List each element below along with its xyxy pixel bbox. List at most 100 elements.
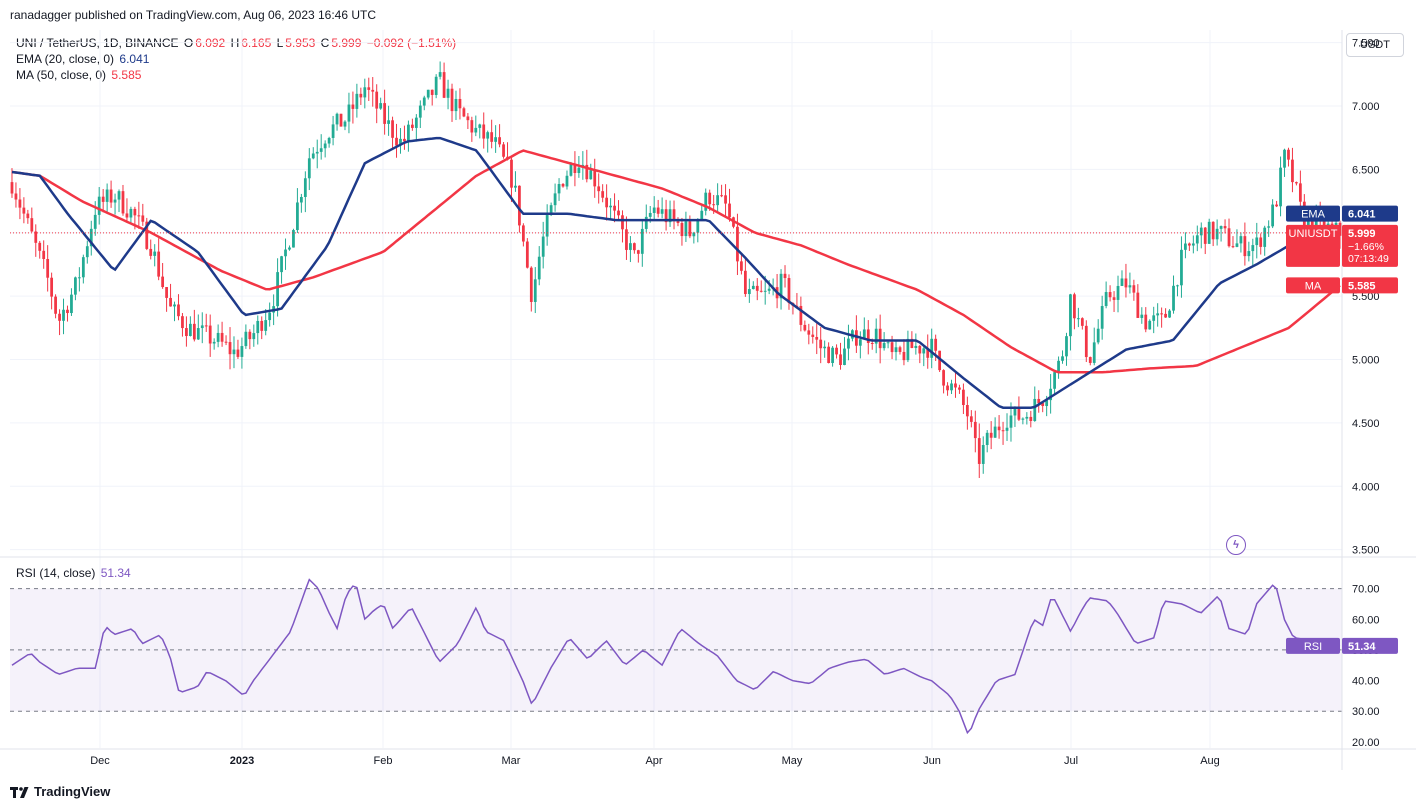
candle-body bbox=[1203, 227, 1207, 244]
candles bbox=[10, 61, 1342, 478]
candle-body bbox=[252, 333, 256, 340]
candle-body bbox=[236, 349, 240, 357]
candle-body bbox=[1263, 227, 1267, 247]
price-tag-label-bg bbox=[1286, 224, 1340, 267]
footer-brand[interactable]: TradingView bbox=[10, 784, 110, 799]
candle-body bbox=[1279, 167, 1282, 207]
candle-body bbox=[922, 348, 926, 354]
price-tag-value: 5.999 bbox=[1348, 228, 1376, 240]
candle-body bbox=[1322, 216, 1326, 232]
time-tick-label: Jun bbox=[923, 755, 941, 767]
candle-body bbox=[1267, 226, 1271, 228]
candle-body bbox=[1136, 292, 1140, 318]
candle-body bbox=[482, 124, 486, 139]
candle-body bbox=[823, 346, 827, 349]
candle-body bbox=[1291, 159, 1294, 183]
rsi-legend[interactable]: RSI (14, close) 51.34 bbox=[16, 566, 133, 580]
candle-body bbox=[962, 389, 965, 406]
candle-body bbox=[1092, 342, 1096, 363]
candle-body bbox=[335, 113, 339, 125]
candle-body bbox=[363, 87, 367, 98]
candle-body bbox=[196, 328, 200, 340]
ema-legend[interactable]: EMA (20, close, 0) 6.041 bbox=[16, 52, 151, 66]
candle-body bbox=[969, 416, 973, 422]
candle-body bbox=[660, 209, 664, 214]
candle-body bbox=[946, 385, 949, 391]
candle-body bbox=[545, 215, 549, 237]
candle-body bbox=[700, 210, 704, 220]
candle-body bbox=[882, 343, 886, 349]
candle-body bbox=[399, 138, 402, 146]
flash-icon[interactable]: ϟ bbox=[1226, 535, 1246, 555]
candle-body bbox=[1108, 292, 1112, 298]
candle-body bbox=[371, 89, 375, 92]
candle-body bbox=[34, 231, 38, 243]
candle-body bbox=[430, 89, 434, 95]
price-tags: EMA 6.041 UNIUSDT 5.999−1.66%07:13:49 MA 5.58… bbox=[1286, 205, 1398, 654]
price-tick-label: 7.000 bbox=[1352, 101, 1380, 113]
candle-body bbox=[783, 273, 787, 279]
candle-body bbox=[997, 426, 1001, 431]
candle-body bbox=[38, 242, 42, 251]
candle-body bbox=[914, 345, 918, 349]
candle-body bbox=[811, 334, 815, 337]
candle-body bbox=[1124, 278, 1128, 288]
publisher-info: ranadagger published on TradingView.com,… bbox=[10, 8, 377, 22]
candle-body bbox=[228, 342, 232, 355]
candle-body bbox=[514, 185, 517, 188]
candle-body bbox=[422, 97, 426, 106]
candle-body bbox=[601, 191, 605, 198]
candle-body bbox=[161, 276, 165, 288]
candle-body bbox=[133, 208, 137, 216]
currency-selector[interactable]: USDT bbox=[1346, 33, 1404, 57]
candle-body bbox=[993, 426, 997, 438]
candle-body bbox=[724, 195, 727, 204]
candle-body bbox=[347, 104, 351, 122]
ma-legend-value: 5.585 bbox=[111, 68, 142, 82]
candle-body bbox=[1330, 223, 1334, 226]
candle-body bbox=[847, 338, 850, 349]
candle-body bbox=[1073, 294, 1076, 319]
ma-legend[interactable]: MA (50, close, 0) 5.585 bbox=[16, 68, 143, 82]
candle-body bbox=[387, 120, 390, 124]
candle-body bbox=[244, 331, 248, 347]
candle-body bbox=[533, 279, 537, 302]
candle-body bbox=[906, 338, 910, 361]
candle-body bbox=[1148, 320, 1152, 330]
candle-body bbox=[375, 91, 379, 109]
candle-body bbox=[640, 228, 644, 254]
candle-body bbox=[819, 339, 823, 349]
candle-body bbox=[965, 405, 969, 417]
candle-body bbox=[1164, 313, 1167, 318]
candle-body bbox=[950, 383, 953, 391]
candle-body bbox=[105, 189, 109, 202]
candle-body bbox=[759, 290, 763, 292]
candle-body bbox=[1076, 318, 1080, 320]
candle-body bbox=[1235, 243, 1239, 247]
candle-body bbox=[1160, 313, 1164, 315]
ma-tag-label: MA bbox=[1305, 280, 1322, 292]
candle-body bbox=[629, 243, 632, 250]
candle-body bbox=[1243, 236, 1247, 257]
rsi-tick-label: 70.00 bbox=[1352, 584, 1380, 596]
candle-body bbox=[458, 98, 462, 109]
candle-body bbox=[656, 207, 660, 214]
candle-body bbox=[502, 144, 505, 157]
candle-body bbox=[1156, 313, 1160, 316]
candle-body bbox=[862, 329, 866, 340]
price-tick-label: 5.500 bbox=[1352, 291, 1380, 303]
candle-body bbox=[351, 104, 355, 109]
candle-body bbox=[1029, 416, 1033, 422]
candle-body bbox=[292, 230, 295, 248]
candle-body bbox=[898, 347, 902, 352]
candle-body bbox=[1100, 306, 1104, 329]
time-tick-label: Aug bbox=[1200, 755, 1220, 767]
candle-body bbox=[498, 137, 501, 145]
candle-body bbox=[145, 221, 149, 249]
time-tick-label: Feb bbox=[374, 755, 393, 767]
candle-body bbox=[125, 213, 129, 218]
candle-body bbox=[30, 218, 34, 232]
candle-body bbox=[1211, 221, 1215, 240]
candle-body bbox=[1239, 236, 1243, 244]
